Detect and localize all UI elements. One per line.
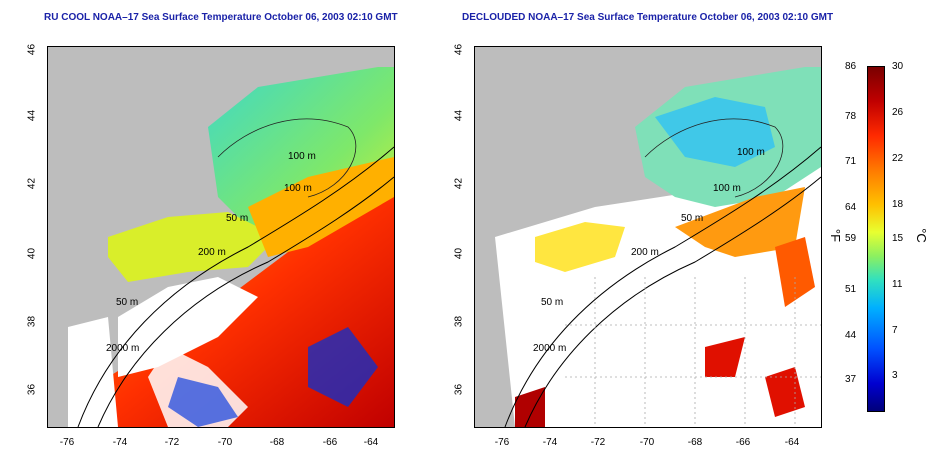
fahrenheit-unit-label: °F [828, 228, 844, 243]
fahrenheit-tick: 86 [845, 61, 857, 72]
lon-tick-label: -70 [639, 437, 655, 448]
lat-tick-label: 38 [26, 315, 38, 328]
lon-tick-label: -64 [784, 437, 800, 448]
celsius-tick: 7 [892, 325, 898, 336]
left-map-title: RU COOL NOAA–17 Sea Surface Temperature … [44, 12, 398, 23]
lat-tick-label: 40 [26, 247, 38, 260]
lat-tick-label: 46 [453, 43, 465, 56]
contour-label: 100 m [288, 151, 316, 162]
lat-tick-label: 36 [453, 383, 465, 396]
celsius-tick: 11 [892, 279, 903, 290]
lon-tick-label: -68 [269, 437, 285, 448]
lon-tick-label: -72 [164, 437, 180, 448]
lat-tick-label: 36 [26, 383, 38, 396]
fahrenheit-tick: 71 [845, 156, 857, 167]
celsius-tick: 30 [892, 61, 904, 72]
lon-tick-label: -72 [590, 437, 606, 448]
celsius-tick: 15 [892, 233, 904, 244]
fahrenheit-tick: 51 [845, 284, 857, 295]
contour-label: 200 m [631, 247, 659, 258]
sst-map-declouded-image [475, 47, 821, 427]
lon-tick-label: -74 [542, 437, 558, 448]
lon-tick-label: -66 [322, 437, 338, 448]
right-map-title: DECLOUDED NOAA–17 Sea Surface Temperatur… [462, 12, 834, 23]
lon-tick-label: -66 [735, 437, 751, 448]
lat-tick-label: 40 [453, 247, 465, 260]
contour-label: 50 m [541, 297, 564, 308]
contour-label: 100 m [284, 183, 312, 194]
contour-label: 50 m [681, 213, 704, 224]
contour-label: 50 m [116, 297, 139, 308]
lat-tick-label: 46 [26, 43, 38, 56]
lon-tick-label: -68 [687, 437, 703, 448]
celsius-unit-label: °C [913, 228, 929, 243]
lon-tick-label: -76 [59, 437, 75, 448]
lat-tick-label: 44 [26, 109, 38, 122]
celsius-tick: 3 [892, 370, 898, 381]
lat-tick-label: 42 [453, 177, 465, 190]
celsius-tick: 26 [892, 107, 904, 118]
lat-tick-label: 38 [453, 315, 465, 328]
sst-map-raw-image [48, 47, 394, 427]
contour-label: 100 m [737, 147, 765, 158]
lon-tick-label: -74 [112, 437, 128, 448]
celsius-tick: 22 [892, 153, 904, 164]
lon-tick-label: -64 [363, 437, 379, 448]
fahrenheit-tick: 78 [845, 111, 857, 122]
sst-map-raw: 100 m 100 m 50 m 200 m 50 m 2000 m [47, 46, 395, 428]
lat-tick-label: 42 [26, 177, 38, 190]
temperature-colorbar [867, 66, 885, 412]
lon-tick-label: -76 [494, 437, 510, 448]
contour-label: 2000 m [106, 343, 140, 354]
fahrenheit-tick: 59 [845, 233, 857, 244]
fahrenheit-tick: 44 [845, 330, 857, 341]
contour-label: 200 m [198, 247, 226, 258]
lon-tick-label: -70 [217, 437, 233, 448]
fahrenheit-tick: 37 [845, 374, 857, 385]
contour-label: 50 m [226, 213, 249, 224]
sst-map-declouded: 100 m 100 m 50 m 200 m 50 m 2000 m [474, 46, 822, 428]
celsius-tick: 18 [892, 199, 904, 210]
lat-tick-label: 44 [453, 109, 465, 122]
contour-label: 100 m [713, 183, 741, 194]
contour-label: 2000 m [533, 343, 567, 354]
fahrenheit-tick: 64 [845, 202, 857, 213]
